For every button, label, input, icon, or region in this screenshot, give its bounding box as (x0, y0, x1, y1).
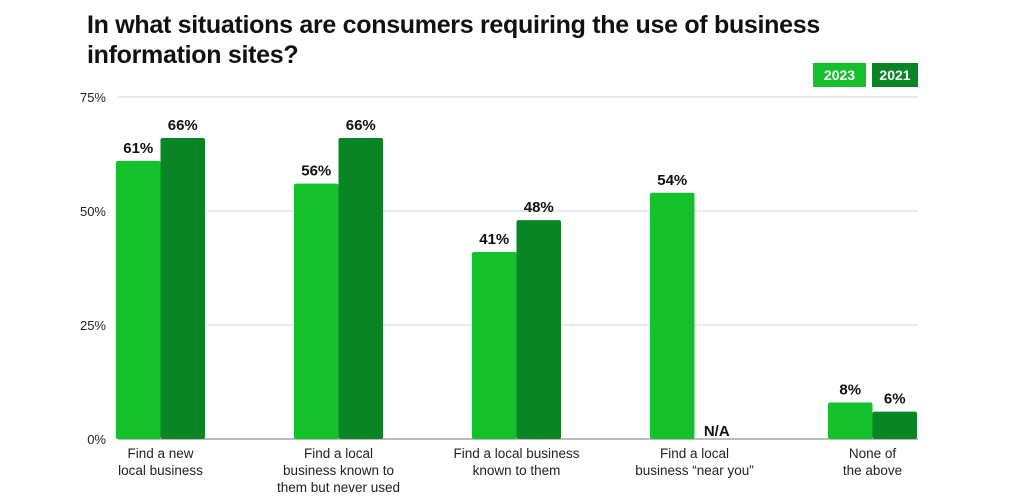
data-label: 61% (123, 140, 153, 157)
bar-2021 (338, 138, 383, 440)
data-label: 8% (839, 382, 861, 399)
category-label: Find a local (304, 446, 373, 461)
data-label: 66% (168, 117, 198, 134)
y-tick-label: 50% (80, 204, 106, 219)
category-label: business known to (283, 463, 394, 478)
category-label: Find a local business (453, 446, 579, 461)
bar-2021 (872, 411, 917, 439)
chart-title: In what situations are consumers requiri… (87, 11, 820, 69)
data-label: 6% (884, 391, 906, 408)
bar-2021 (160, 138, 205, 440)
data-label: 48% (524, 199, 554, 216)
category-label: them but never used (277, 480, 400, 495)
bar-2023 (650, 192, 695, 439)
legend-swatch-2021 (872, 63, 918, 87)
category-label: None of (849, 446, 897, 461)
category-label: Find a new (127, 446, 193, 461)
data-label: 41% (479, 231, 509, 248)
category-label: business “near you” (635, 463, 754, 478)
y-tick-label: 25% (80, 318, 106, 333)
bar-2023 (828, 402, 873, 439)
bar-2023 (116, 160, 161, 439)
legend-label: 2021 (879, 67, 910, 83)
bar-2023 (294, 183, 339, 439)
data-label: 56% (301, 163, 331, 180)
category-label: local business (118, 463, 203, 478)
bar-2023 (472, 252, 517, 439)
bar-2021 (516, 220, 561, 439)
category-label: Find a local (660, 446, 729, 461)
data-label: N/A (704, 423, 730, 440)
legend-label: 2023 (824, 67, 855, 83)
y-tick-label: 75% (80, 90, 106, 105)
category-label: the above (843, 463, 902, 478)
data-label: 54% (657, 172, 687, 189)
legend-swatch-2023 (813, 63, 866, 87)
data-label: 66% (346, 117, 376, 134)
category-label: known to them (473, 463, 561, 478)
y-tick-label: 0% (87, 432, 106, 447)
